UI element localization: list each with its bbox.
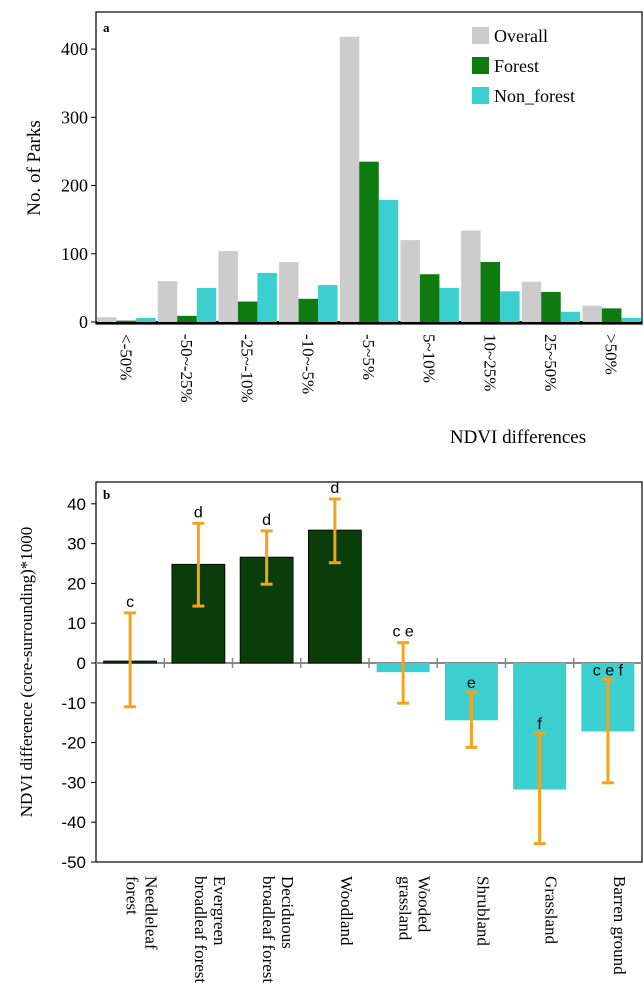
panel-a-legend-label: Forest <box>494 56 539 76</box>
panel-a-bar-forest <box>480 261 501 322</box>
panel-a-legend-label: Non_forest <box>494 86 575 106</box>
panel-a-legend-swatch <box>472 87 489 104</box>
panel-a-bar-forest <box>237 301 258 322</box>
panel-b-significance-letter: d <box>330 480 339 497</box>
panel-a-y-axis-label: No. of Parks <box>24 120 45 216</box>
panel-a-bar-overall <box>582 305 602 322</box>
panel-a-y-tick-label: 0 <box>79 312 88 332</box>
panel-b-label: b <box>103 487 110 502</box>
panel-b-x-tick-label-line: broadleaf forest <box>259 876 278 983</box>
panel-a-bar-forest <box>601 308 622 322</box>
panel-b-y-tick-label: -50 <box>61 853 86 872</box>
panel-a-x-axis-label: NDVI differences <box>450 427 586 448</box>
panel-b-bar <box>307 529 362 664</box>
panel-b-significance-letter: d <box>194 504 203 521</box>
panel-a-y-tick-label: 300 <box>61 107 88 127</box>
panel-b-x-tick-label-line: Needleleaf <box>142 876 161 950</box>
panel-b-significance-letter: c e f <box>593 662 624 679</box>
panel-b-y-tick-label: 30 <box>67 535 86 554</box>
panel-a-bar-overall <box>157 281 178 322</box>
panel-b-significance-letter: c e <box>392 624 413 641</box>
panel-a-bar-forest <box>177 315 197 322</box>
panel-a-bar-non-forest <box>560 311 581 322</box>
panel-b-y-tick-label: -20 <box>61 734 86 753</box>
panel-b-y-tick-label: 20 <box>67 574 86 593</box>
panel-b-x-tick-label-line: Grassland <box>542 876 561 944</box>
panel-b-x-tick-label-line: Shrubland <box>473 876 492 946</box>
panel-a-bar-non-forest <box>621 317 641 322</box>
panel-b-y-tick-label: 10 <box>67 614 86 633</box>
panel-a-bar-overall <box>339 36 360 322</box>
panel-a-bar-non-forest <box>257 272 277 322</box>
panel-b-significance-letter: f <box>537 716 542 733</box>
panel-b-x-tick-label: Woodland <box>337 876 356 946</box>
panel-a-bar-non-forest <box>378 199 399 322</box>
panel-a-bar-non-forest <box>439 287 459 322</box>
panel-b-x-tick-label: Shrubland <box>473 876 492 946</box>
panel-b-significance-letter: e <box>467 675 476 692</box>
panel-b-y-tick-label: -30 <box>61 773 86 792</box>
panel-a-bar-overall <box>218 251 238 322</box>
panel-b-x-tick-label-line: broadleaf forest <box>191 876 210 983</box>
panel-a-bar-overall <box>279 261 299 322</box>
panel-a-x-tick-label: 5~10% <box>420 334 439 383</box>
panel-a-bar-non-forest <box>136 317 156 322</box>
panel-a-label: a <box>103 20 110 35</box>
panel-b-y-tick-label: 40 <box>67 495 86 514</box>
panel-b-x-tick-label-line: Deciduous <box>278 876 297 949</box>
panel-a-x-tick-label: -25~-10% <box>238 334 257 403</box>
panel-a-legend: Overall Forest Non_forest <box>472 26 575 106</box>
panel-a-x-tick-label: <-50% <box>116 334 135 380</box>
panel-b-y-tick-label: 0 <box>77 654 86 673</box>
panel-a-legend-swatch <box>472 27 489 44</box>
panel-a-y-tick-label: 200 <box>61 176 88 196</box>
panel-a-bar-forest <box>116 320 137 322</box>
panel-a-bar-overall <box>521 281 542 322</box>
panel-b-x-tick-label-line: grassland <box>396 876 415 941</box>
panel-a-bar-overall <box>97 317 117 322</box>
panel-b-x-tick-label-line: forest <box>123 876 142 915</box>
panel-a-bar-non-forest <box>196 287 217 322</box>
panel-a-x-tick-label: -10~-5% <box>298 334 317 394</box>
panel-a-y-tick-label: 100 <box>61 244 88 264</box>
panel-a-x-tick-label: 10~25% <box>480 334 499 391</box>
panel-a-x-tick-label: 25~50% <box>541 334 560 391</box>
panel-b-frame <box>95 481 643 863</box>
panel-b-y-tick-label: -10 <box>61 694 86 713</box>
panel-a-bar-forest <box>541 291 561 322</box>
panel-a-legend-label: Overall <box>494 26 548 46</box>
panel-b-chart: b NDVI difference (core-surrounding)*100… <box>17 480 643 983</box>
panel-b-significance-letter: c <box>126 594 134 611</box>
panel-b-y-tick-label: -40 <box>61 813 86 832</box>
panel-a-bar-non-forest <box>500 291 520 322</box>
panel-b-x-tick-label-line: Woodland <box>337 876 356 946</box>
panel-a-bar-forest <box>419 274 440 322</box>
panel-a-y-tick-label: 400 <box>61 39 88 59</box>
panel-a-bar-overall <box>400 240 420 322</box>
panel-a-legend-swatch <box>472 57 489 74</box>
panel-a-bar-forest <box>298 298 319 322</box>
panel-a-bar-forest <box>359 161 379 322</box>
panel-b-significance-letter: d <box>262 512 271 529</box>
panel-a-chart: a No. of Parks NDVI differences 0 100 200 3… <box>24 11 643 448</box>
panel-b-x-tick-label-line: Barren ground <box>610 876 629 975</box>
panel-a-x-tick-label: >50% <box>602 334 621 375</box>
panel-b-x-tick-label-line: Evergreen <box>210 876 229 946</box>
panel-a-x-tick-label: -50~-25% <box>177 334 196 403</box>
panel-b-x-tick-label-line: Wooded <box>415 876 434 933</box>
panel-a-bar-overall <box>461 230 481 322</box>
panel-b-y-axis-label: NDVI difference (core-surrounding)*1000 <box>17 527 36 817</box>
panel-b-x-tick-label: Grassland <box>542 876 561 944</box>
panel-b-x-tick-label: Barren ground <box>610 876 629 975</box>
panel-a-bar-non-forest <box>318 285 338 322</box>
panel-a-x-tick-label: -5~5% <box>359 334 378 380</box>
